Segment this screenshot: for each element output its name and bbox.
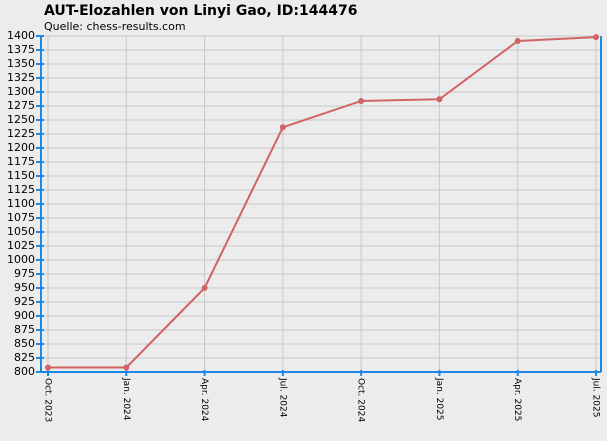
y-tick-label: 1200 xyxy=(7,141,35,154)
x-tick-label: Jul. 2025 xyxy=(591,377,601,418)
y-tick-label: 825 xyxy=(14,351,35,364)
y-tick-label: 875 xyxy=(14,323,35,336)
y-tick-label: 1325 xyxy=(7,71,35,84)
x-tick-label: Jan. 2024 xyxy=(121,377,131,421)
y-tick-label: 1350 xyxy=(7,57,35,70)
y-tick-label: 850 xyxy=(14,337,35,350)
y-tick-label: 1250 xyxy=(7,113,35,126)
y-tick-label: 925 xyxy=(14,295,35,308)
y-tick-label: 1175 xyxy=(7,155,35,168)
y-tick-label: 1150 xyxy=(7,169,35,182)
y-tick-label: 1400 xyxy=(7,29,35,42)
y-tick-label: 1125 xyxy=(7,183,35,196)
x-tick-label: Jul. 2024 xyxy=(277,377,287,418)
point xyxy=(436,96,443,103)
y-tick-label: 1375 xyxy=(7,43,35,56)
chart-title: AUT-Elozahlen von Linyi Gao, ID:144476 xyxy=(44,3,357,19)
point xyxy=(593,34,599,41)
series-line xyxy=(48,36,597,369)
y-tick-label: 1075 xyxy=(7,211,35,224)
y-tick-label: 950 xyxy=(14,281,35,294)
point xyxy=(358,97,365,104)
y-tick-label: 975 xyxy=(14,267,35,280)
y-tick-label: 1050 xyxy=(7,225,35,238)
y-tick-label: 1225 xyxy=(7,127,35,140)
x-tick-label: Apr. 2025 xyxy=(512,378,522,421)
point xyxy=(279,124,286,131)
y-tick-label: 1000 xyxy=(7,253,35,266)
y-tick-label: 1025 xyxy=(7,239,35,252)
y-tick-label: 1275 xyxy=(7,99,35,112)
x-tick-label: Jan. 2025 xyxy=(434,377,444,421)
x-tick-label: Oct. 2023 xyxy=(43,378,53,422)
y-tick-label: 1300 xyxy=(7,85,35,98)
chart-subtitle: Quelle: chess-results.com xyxy=(44,20,186,33)
point xyxy=(201,285,208,291)
point xyxy=(123,364,130,371)
point xyxy=(45,364,51,371)
y-tick-label: 800 xyxy=(14,365,35,378)
x-tick-label: Oct. 2024 xyxy=(356,378,366,422)
point xyxy=(514,38,521,45)
x-tick-label: Apr. 2024 xyxy=(199,378,209,422)
y-tick-label: 1100 xyxy=(7,197,35,210)
y-tick-label: 900 xyxy=(14,309,35,322)
